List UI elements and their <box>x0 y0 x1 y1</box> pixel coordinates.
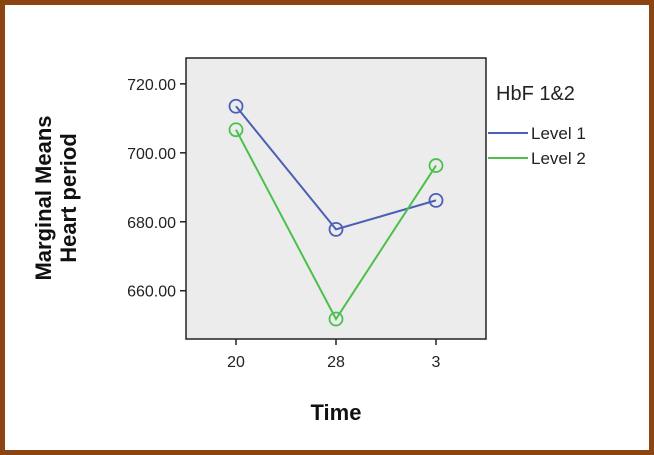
y-tick-label: 680.00 <box>127 215 176 232</box>
y-tick-label: 660.00 <box>127 284 176 301</box>
data-point <box>228 98 244 114</box>
plot-area <box>185 57 487 340</box>
x-axis-title: Time <box>311 400 362 425</box>
legend-title: HbF 1&2 <box>496 83 575 105</box>
legend-label: Level 2 <box>531 149 586 168</box>
series-line-1 <box>235 105 437 231</box>
x-tick-label: 3 <box>432 354 441 371</box>
series-layer <box>228 98 444 327</box>
x-tick-label: 28 <box>327 354 345 371</box>
y-tick-label: 720.00 <box>127 77 176 94</box>
y-axis-title: Marginal Means <box>31 115 56 280</box>
y-axis: 720.00 700.00 680.00 660.00 <box>127 77 186 301</box>
data-point <box>428 158 444 173</box>
y-tick-label: 700.00 <box>127 146 176 163</box>
y-axis-title-line2: Heart period <box>56 133 81 263</box>
x-tick-label: 20 <box>227 354 245 371</box>
data-point <box>228 122 244 138</box>
data-point <box>328 221 344 237</box>
legend: HbF 1&2 Level 1 Level 2 <box>488 83 586 168</box>
series-line-2 <box>235 129 437 321</box>
data-point <box>328 311 344 327</box>
data-point <box>428 192 444 208</box>
x-axis: 20 28 3 <box>227 339 441 371</box>
legend-label: Level 1 <box>531 124 586 143</box>
